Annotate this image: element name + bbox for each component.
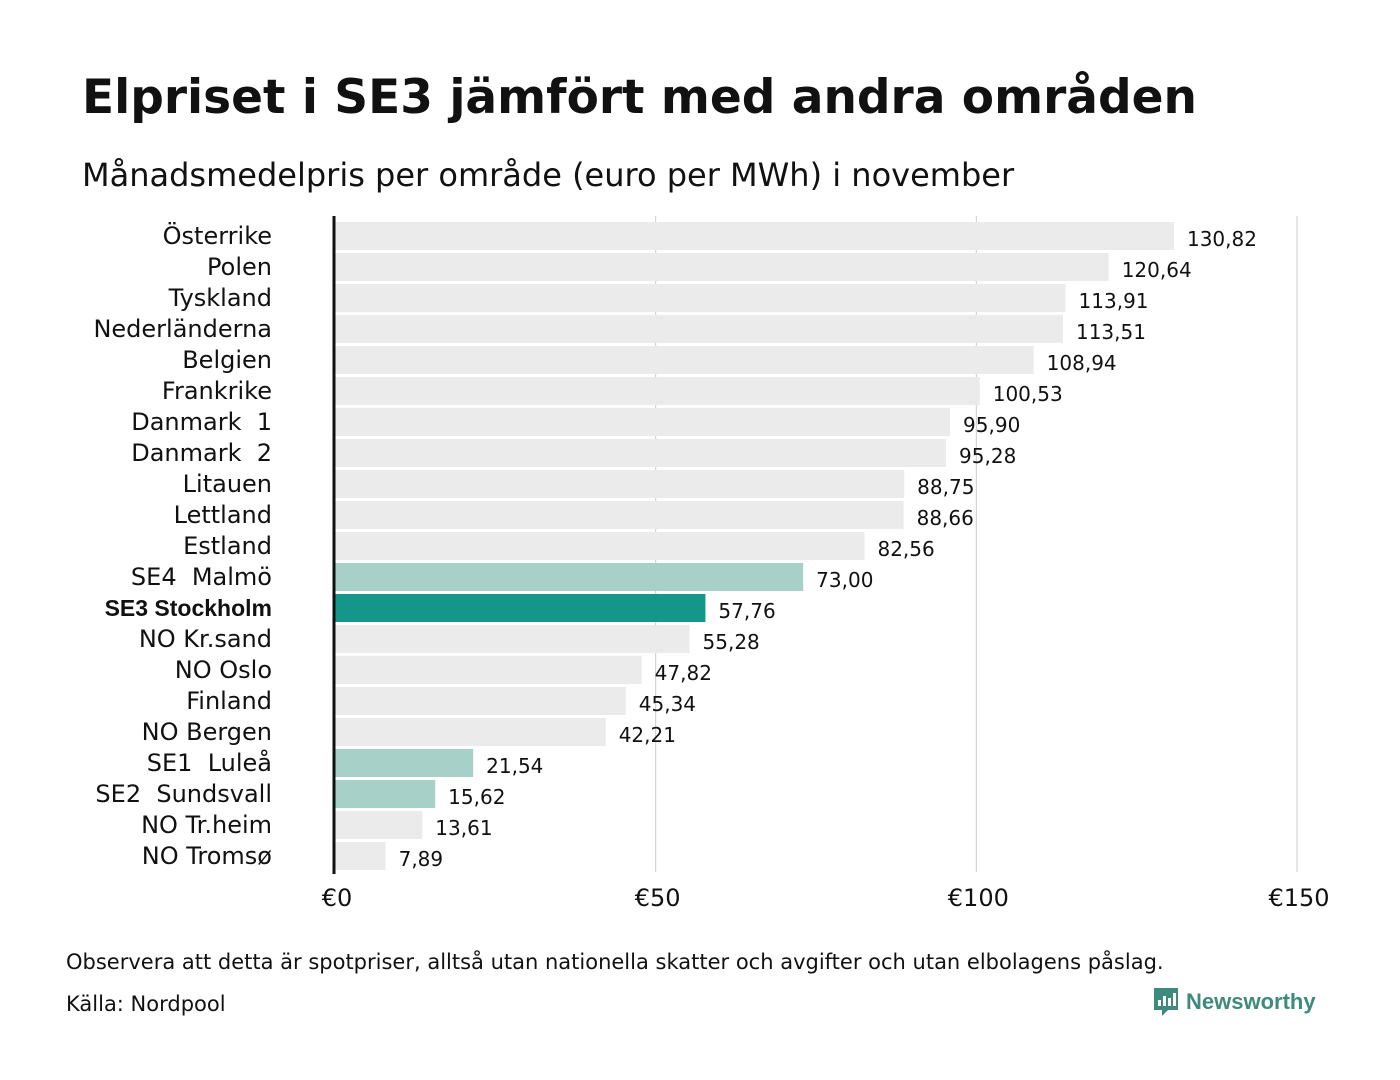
bar [335, 222, 1174, 250]
bar [335, 501, 904, 529]
category-label: SE4 Malmö [131, 563, 272, 591]
category-labels: Österrike Polen Tyskland Nederländerna Belgi… [93, 221, 272, 870]
value-label: 108,94 [1047, 351, 1117, 375]
bar [335, 842, 386, 870]
value-labels: 130,82 120,64 113,91 113,51 108,94 100,53 95,9… [399, 227, 1257, 871]
category-label: Danmark 2 [131, 439, 272, 467]
newsworthy-logo-icon [1154, 988, 1178, 1016]
x-axis-ticks: €0 €50 €100 €150 [322, 884, 1330, 912]
x-tick-label: €50 [635, 884, 681, 912]
bar [335, 594, 706, 622]
bar [335, 780, 436, 808]
bar [335, 625, 690, 653]
value-label: 47,82 [655, 661, 712, 685]
value-label: 13,61 [435, 816, 492, 840]
category-label: Lettland [174, 501, 272, 529]
value-label: 100,53 [993, 382, 1063, 406]
category-label: Litauen [183, 470, 272, 498]
category-label: SE1 Luleå [147, 748, 272, 777]
category-label: Estland [183, 532, 272, 560]
bar [335, 687, 626, 715]
value-label: 120,64 [1122, 258, 1192, 282]
bar [335, 315, 1063, 343]
x-tick-label: €0 [322, 884, 353, 912]
value-label: 95,90 [963, 413, 1020, 437]
value-label: 21,54 [486, 754, 543, 778]
brand-name: Newsworthy [1186, 989, 1316, 1014]
value-label: 55,28 [703, 630, 760, 654]
value-label: 82,56 [877, 537, 934, 561]
bar [335, 532, 865, 560]
bar [335, 253, 1109, 281]
bar [335, 656, 642, 684]
category-label: Polen [207, 253, 272, 281]
bar [335, 811, 423, 839]
value-label: 88,75 [917, 475, 974, 499]
category-label: Österrike [163, 221, 272, 250]
category-label: Nederländerna [93, 315, 272, 343]
value-label: 73,00 [816, 568, 873, 592]
chart-title: Elpriset i SE3 jämfört med andra områden [82, 70, 1197, 125]
category-label: NO Kr.sand [139, 625, 272, 653]
category-label: SE3 Stockholm [105, 595, 272, 621]
source-note: Källa: Nordpool [66, 992, 226, 1016]
value-label: 57,76 [718, 599, 775, 623]
category-label: Danmark 1 [131, 408, 272, 436]
value-label: 42,21 [619, 723, 676, 747]
bars [335, 222, 1174, 870]
category-label: Belgien [182, 346, 272, 374]
footnote: Observera att detta är spotpriser, allts… [66, 950, 1164, 974]
category-label: Finland [186, 687, 272, 715]
value-label: 45,34 [639, 692, 696, 716]
bar [335, 470, 905, 498]
category-label: NO Tromsø [142, 842, 272, 870]
value-label: 7,89 [399, 847, 444, 871]
value-label: 95,28 [959, 444, 1016, 468]
x-tick-label: €100 [948, 884, 1009, 912]
category-label: Frankrike [162, 377, 272, 405]
value-label: 113,51 [1076, 320, 1146, 344]
value-label: 130,82 [1187, 227, 1257, 251]
category-label: NO Oslo [175, 656, 272, 684]
x-tick-label: €150 [1268, 884, 1329, 912]
value-label: 15,62 [448, 785, 505, 809]
value-label: 113,91 [1079, 289, 1149, 313]
bar [335, 284, 1066, 312]
chart-subtitle: Månadsmedelpris per område (euro per MWh… [82, 156, 1015, 194]
bar [335, 377, 980, 405]
bar [335, 718, 606, 746]
bar [335, 563, 804, 591]
brand-logo[interactable]: Newsworthy [1152, 986, 1316, 1018]
category-label: Tyskland [168, 284, 272, 312]
category-label: NO Bergen [142, 718, 272, 746]
category-label: NO Tr.heim [141, 811, 272, 839]
bar [335, 749, 474, 777]
bar-chart: Österrike Polen Tyskland Nederländerna Belgi… [93, 216, 1330, 912]
bar [335, 346, 1034, 374]
bar [335, 408, 951, 436]
category-label: SE2 Sundsvall [95, 780, 272, 808]
value-label: 88,66 [917, 506, 974, 530]
bar [335, 439, 947, 467]
